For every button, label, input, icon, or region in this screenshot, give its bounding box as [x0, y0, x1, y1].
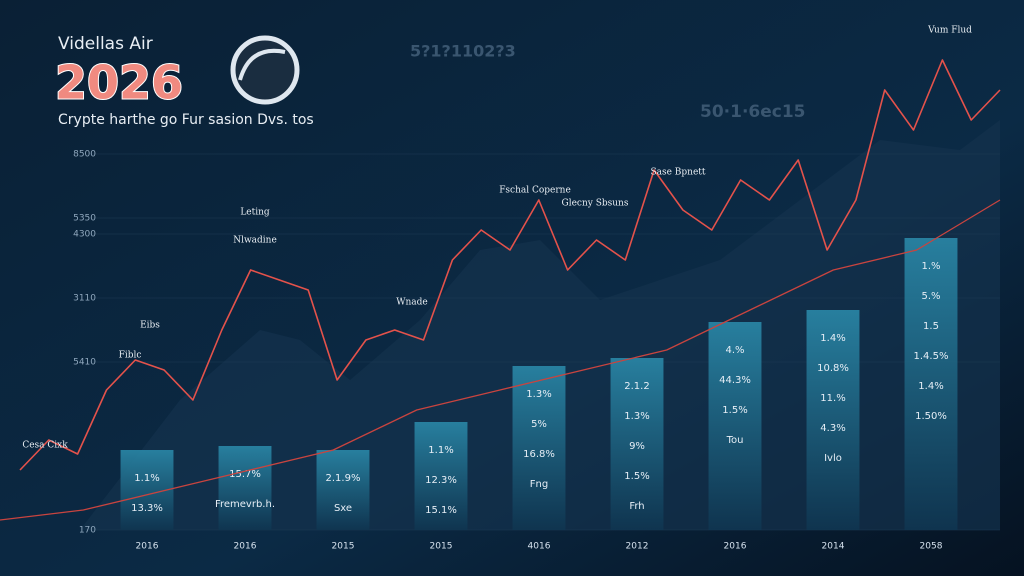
bar: [610, 358, 664, 530]
bar: [512, 366, 566, 530]
bar-label: 15.7%: [229, 469, 261, 480]
header-code: 50·1·6ec15: [700, 102, 806, 122]
bar-label: Sxe: [334, 503, 352, 514]
annotation: Wnade: [396, 298, 428, 308]
annotation: Fiblc: [119, 351, 142, 361]
annotation: Cesa Cixk: [22, 441, 68, 451]
bar-label: 15.1%: [425, 505, 457, 516]
bar: [414, 422, 468, 530]
x-tick-label: 2016: [136, 542, 159, 552]
bar-label: 1.5%: [722, 405, 747, 416]
bar-label: 1.1%: [134, 473, 159, 484]
y-tick-label: 8500: [73, 150, 96, 160]
x-tick-label: 2012: [626, 542, 649, 552]
x-tick-label: 2014: [822, 542, 845, 552]
line-series: [19, 59, 1001, 471]
bar-label: 13.3%: [131, 503, 163, 514]
bar-label: 2.1.9%: [326, 473, 361, 484]
bar-label: Ivlo: [824, 453, 842, 464]
bar: [708, 322, 762, 530]
x-tick-label: 2058: [920, 542, 943, 552]
bar-label: 11.%: [820, 393, 845, 404]
bar-label: Fng: [530, 479, 548, 490]
bar: [806, 310, 860, 530]
annotation: Nlwadine: [233, 236, 277, 246]
bar: [218, 446, 272, 530]
bar-label: 1.5%: [624, 471, 649, 482]
year: 2026: [55, 56, 183, 110]
bar-label: 9%: [629, 441, 645, 452]
y-tick-label: 5350: [73, 214, 96, 224]
bar-label: Frh: [629, 501, 644, 512]
header-code: 5?1?1102?3: [410, 42, 516, 61]
bar-label: Tou: [726, 435, 744, 446]
bar-label: 5%: [531, 419, 547, 430]
annotation: Eibs: [140, 321, 160, 331]
annotation: Glecny Sbsuns: [562, 199, 629, 209]
y-tick-label: 5410: [73, 358, 96, 368]
bar-label: 1.%: [921, 261, 940, 272]
bar-label: 1.3%: [624, 411, 649, 422]
bar-label: 1.5: [923, 321, 939, 332]
bar-label: 1.1%: [428, 445, 453, 456]
bar-label: 2.1.2: [624, 381, 649, 392]
annotation: Sase Bpnett: [650, 168, 705, 178]
bar-label: 10.8%: [817, 363, 849, 374]
x-tick-label: 2016: [724, 542, 747, 552]
y-tick-label: 3110: [73, 294, 96, 304]
bar-label: Fremevrb.h.: [215, 499, 275, 510]
bar-label: 12.3%: [425, 475, 457, 486]
annotation: Fschal Coperne: [499, 186, 571, 196]
annotation: Vum Flud: [927, 26, 972, 36]
x-tick-label: 4016: [528, 542, 551, 552]
line-series: [0, 199, 1001, 521]
y-tick-label: 4300: [73, 230, 96, 240]
x-tick-label: 2015: [332, 542, 355, 552]
x-tick-label: 2016: [234, 542, 257, 552]
background-area: [80, 120, 1000, 530]
bar-label: 44.3%: [719, 375, 751, 386]
bar: [904, 238, 958, 530]
bar-label: 1.4%: [820, 333, 845, 344]
bar: [316, 450, 370, 530]
logo-icon: [230, 35, 300, 105]
y-tick-label: 170: [79, 526, 96, 536]
bar-label: 1.4.5%: [914, 351, 949, 362]
x-tick-label: 2015: [430, 542, 453, 552]
annotation: Leting: [240, 208, 270, 218]
bar-label: 4.%: [725, 345, 744, 356]
bar-label: 1.3%: [526, 389, 551, 400]
bar-label: 1.50%: [915, 411, 947, 422]
bar-label: 4.3%: [820, 423, 845, 434]
bar-label: 16.8%: [523, 449, 555, 460]
bar-label: 1.4%: [918, 381, 943, 392]
bar-label: 5.%: [921, 291, 940, 302]
title: Videllas Air: [58, 34, 153, 54]
subtitle: Crypte harthe go Fur sasion Dvs. tos: [58, 112, 314, 128]
